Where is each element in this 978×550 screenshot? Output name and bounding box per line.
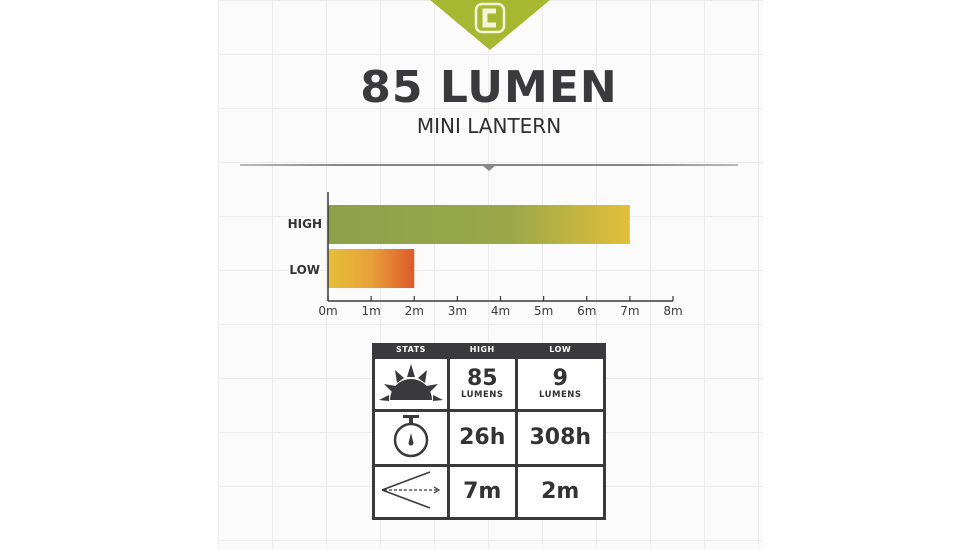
high-distance-value: 7m — [463, 479, 502, 504]
page-subtitle: MINI LANTERN — [416, 114, 562, 138]
sun-icon-cell — [372, 356, 450, 412]
stopwatch-icon-cell — [372, 408, 450, 468]
x-tick-label: 4m — [491, 304, 510, 318]
grid-background — [218, 0, 763, 550]
high-runtime-value: 26h — [459, 424, 506, 450]
low-lumens-unit: LUMENS — [538, 389, 582, 400]
category-label-high: HIGH — [288, 217, 322, 231]
low-runtime-value: 308h — [529, 424, 592, 450]
low-runtime-cell: 308h — [514, 408, 606, 468]
page-title: 85 LUMEN — [360, 62, 618, 113]
sun-icon — [379, 363, 443, 401]
high-lumens-value: 85 — [466, 365, 498, 391]
x-tick-label: 1m — [361, 304, 380, 318]
category-label-low: LOW — [289, 263, 320, 277]
x-tick-label: 3m — [448, 304, 467, 318]
low-distance-cell: 2m — [514, 464, 606, 520]
low-distance-value: 2m — [541, 479, 580, 504]
header-low: LOW — [549, 345, 572, 354]
high-lumens-cell: 85 LUMENS — [447, 356, 518, 412]
low-lumens-value: 9 — [552, 365, 568, 391]
x-tick-label: 2m — [405, 304, 424, 318]
bar-low — [328, 249, 415, 288]
x-tick-label: 0m — [318, 304, 337, 318]
stats-table: STATS HIGH LOW 85 LUMENS 9 LUMENS — [372, 343, 606, 520]
brand-logo — [430, 0, 550, 50]
x-tick-label: 8m — [663, 304, 682, 318]
beam-icon-cell — [372, 464, 450, 520]
x-tick-label: 5m — [534, 304, 553, 318]
high-runtime-cell: 26h — [447, 408, 518, 468]
low-lumens-cell: 9 LUMENS — [514, 356, 606, 412]
stopwatch-icon — [393, 414, 429, 458]
x-tick-label: 6m — [577, 304, 596, 318]
beam-distance-icon — [381, 471, 441, 509]
bar-high — [328, 205, 630, 244]
header-high: HIGH — [469, 345, 495, 354]
header-stats: STATS — [396, 345, 426, 354]
high-distance-cell: 7m — [447, 464, 518, 520]
x-tick-label: 7m — [620, 304, 639, 318]
divider-notch — [482, 165, 496, 171]
high-lumens-unit: LUMENS — [460, 389, 504, 400]
